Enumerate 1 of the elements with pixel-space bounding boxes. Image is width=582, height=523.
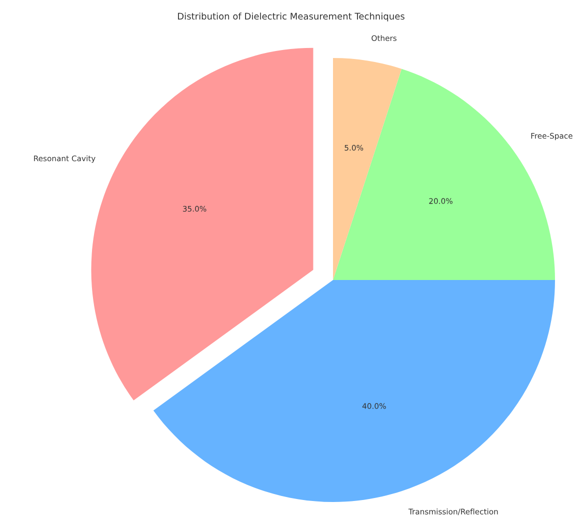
chart-title: Distribution of Dielectric Measurement Techniques (178, 12, 404, 22)
